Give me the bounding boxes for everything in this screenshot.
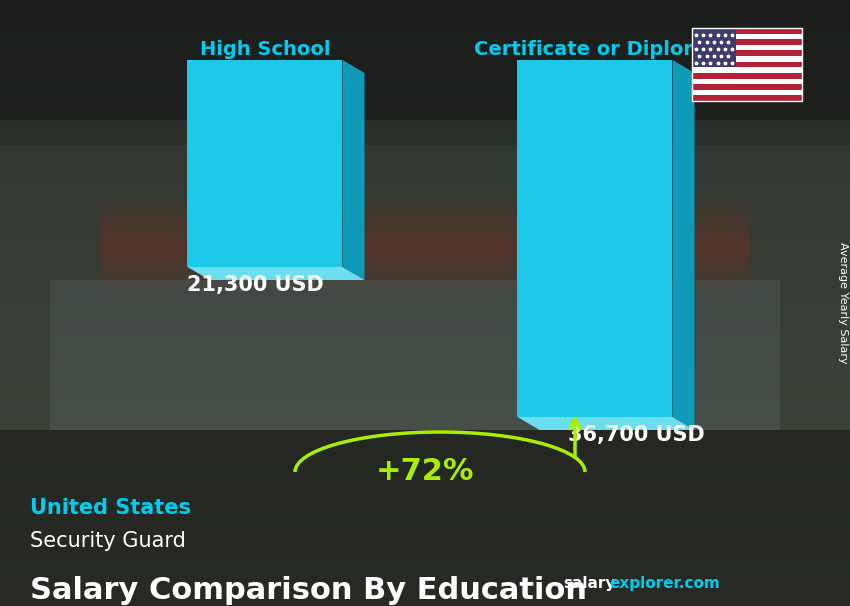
Polygon shape	[518, 60, 672, 417]
Bar	[692, 84, 802, 90]
Polygon shape	[188, 267, 365, 280]
Bar	[692, 50, 802, 56]
Polygon shape	[343, 60, 365, 280]
Bar	[692, 33, 802, 39]
Bar	[692, 28, 736, 67]
Text: Salary Comparison By Education: Salary Comparison By Education	[30, 576, 587, 605]
Bar	[692, 62, 802, 67]
Bar	[692, 39, 802, 45]
Bar	[692, 90, 802, 95]
Bar	[692, 45, 802, 50]
Polygon shape	[672, 60, 694, 430]
Text: High School: High School	[200, 40, 331, 59]
Text: Certificate or Diploma: Certificate or Diploma	[473, 40, 717, 59]
Bar	[692, 73, 802, 79]
Bar	[692, 79, 802, 84]
Text: salary: salary	[563, 576, 615, 591]
Bar	[692, 95, 802, 101]
Bar	[692, 28, 802, 101]
Text: Security Guard: Security Guard	[30, 531, 186, 551]
Text: 21,300 USD: 21,300 USD	[187, 275, 323, 295]
Polygon shape	[518, 417, 694, 430]
Text: Average Yearly Salary: Average Yearly Salary	[838, 242, 848, 364]
Text: explorer.com: explorer.com	[609, 576, 720, 591]
Text: 36,700 USD: 36,700 USD	[568, 425, 705, 445]
Bar	[692, 28, 802, 33]
Text: +72%: +72%	[376, 458, 474, 487]
Text: United States: United States	[30, 498, 191, 518]
Bar	[692, 56, 802, 62]
Polygon shape	[188, 60, 343, 267]
Bar	[692, 67, 802, 73]
